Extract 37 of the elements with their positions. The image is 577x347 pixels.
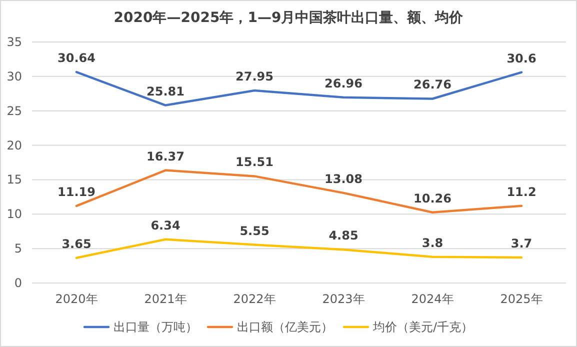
x-tick-label: 2023年 — [322, 292, 365, 306]
data-label: 25.81 — [146, 84, 184, 98]
y-tick-label: 5 — [14, 242, 22, 256]
y-tick-label: 30 — [6, 69, 22, 84]
y-tick-label: 20 — [6, 138, 22, 152]
legend-label: 出口额（亿美元） — [237, 320, 333, 334]
data-label: 26.76 — [414, 78, 452, 92]
data-label: 11.19 — [58, 184, 96, 199]
data-label: 3.8 — [422, 236, 444, 250]
data-label: 6.34 — [150, 218, 180, 232]
data-label: 30.6 — [506, 51, 536, 66]
x-tick-label: 2020年 — [55, 292, 98, 306]
y-tick-label: 15 — [6, 172, 22, 187]
x-tick-label: 2024年 — [411, 292, 454, 306]
y-tick-label: 35 — [6, 35, 22, 49]
data-label: 4.85 — [328, 228, 358, 243]
chart-title: 2020年—2025年，1—9月中国茶叶出口量、额、均价 — [114, 9, 464, 26]
x-tick-label: 2025年 — [500, 292, 543, 306]
x-tick-label: 2021年 — [144, 292, 187, 306]
data-label: 26.96 — [324, 76, 362, 90]
data-label: 27.95 — [236, 70, 274, 84]
legend-label: 均价（美元/千克） — [372, 320, 474, 334]
data-label: 3.65 — [62, 236, 92, 251]
y-tick-label: 0 — [14, 276, 22, 290]
data-label: 16.37 — [146, 149, 184, 164]
data-label: 13.08 — [324, 172, 362, 186]
data-label: 30.64 — [58, 51, 96, 66]
x-tick-label: 2022年 — [233, 292, 276, 306]
y-tick-label: 25 — [6, 104, 22, 118]
data-label: 11.2 — [506, 184, 536, 199]
data-label: 10.26 — [414, 191, 452, 206]
data-label: 15.51 — [236, 155, 274, 170]
line-series — [75, 70, 523, 106]
data-label: 5.55 — [240, 224, 270, 238]
legend-label: 出口量（万吨） — [114, 320, 198, 334]
y-tick-label: 10 — [6, 207, 22, 222]
data-label: 3.7 — [510, 236, 532, 251]
